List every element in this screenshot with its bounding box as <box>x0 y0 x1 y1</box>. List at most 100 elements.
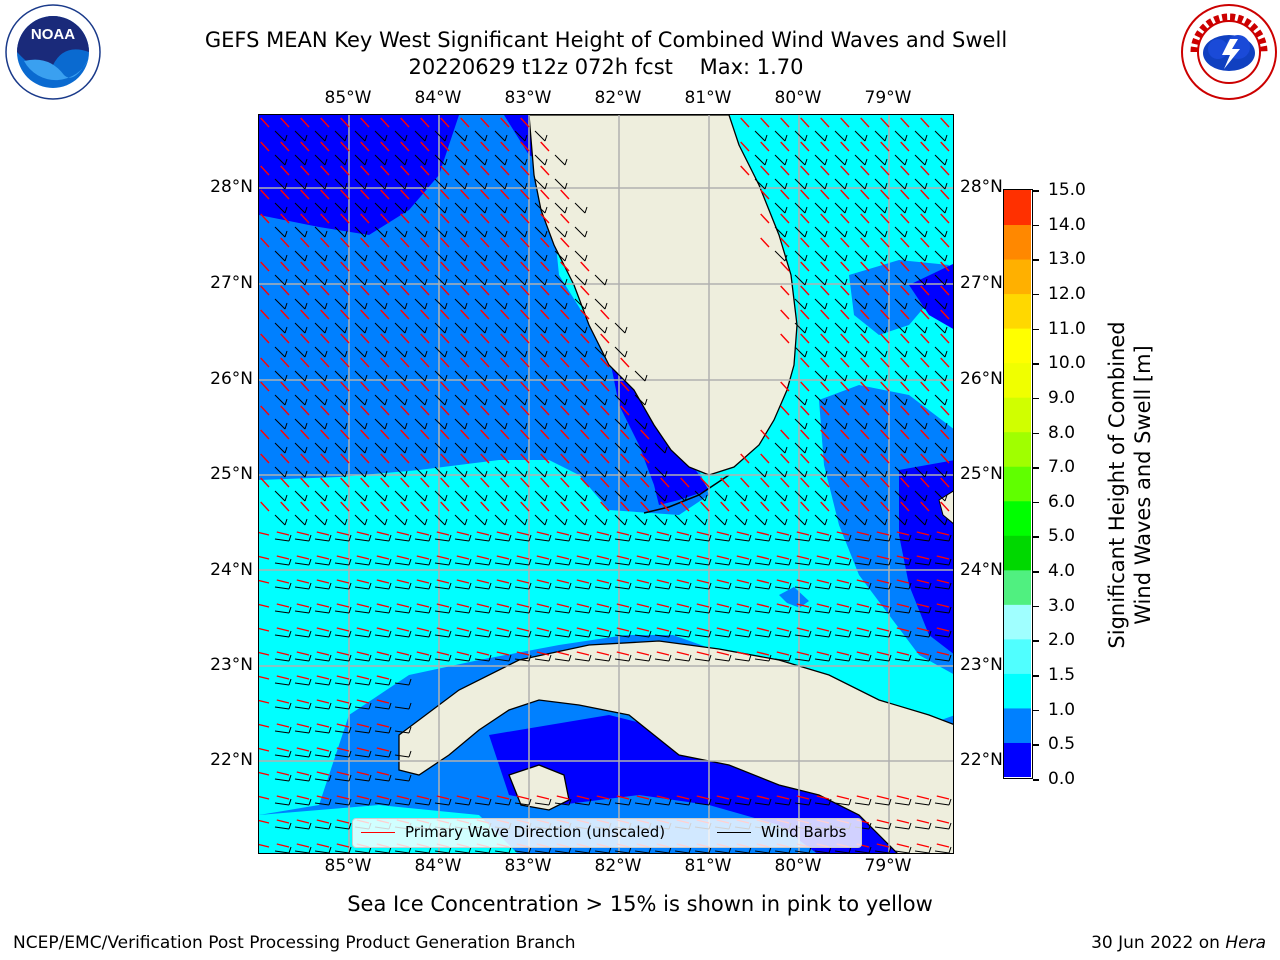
wind-barb <box>394 226 408 238</box>
wave-direction-arrow <box>276 843 290 848</box>
wind-barb <box>674 558 692 566</box>
wind-barb <box>274 726 292 734</box>
wind-barb <box>414 558 432 566</box>
wave-direction-arrow <box>440 381 450 392</box>
wave-direction-arrow <box>500 189 510 200</box>
wind-barb <box>534 130 548 142</box>
wave-direction-arrow <box>336 771 350 776</box>
wave-direction-arrow <box>376 531 390 536</box>
wind-barb <box>834 558 852 566</box>
wind-barb <box>454 466 468 478</box>
wave-direction-arrow <box>380 237 390 248</box>
wind-barb <box>374 846 392 853</box>
wave-direction-arrow <box>540 501 550 512</box>
wind-barb <box>294 370 308 382</box>
wave-direction-arrow <box>496 627 510 632</box>
wave-direction-arrow <box>900 477 910 488</box>
colorbar-tick-mark <box>1033 293 1039 296</box>
wave-direction-arrow <box>296 747 310 752</box>
wave-direction-arrow <box>880 429 890 440</box>
wind-barb <box>594 846 612 853</box>
wind-barb <box>914 178 928 190</box>
wind-barb <box>574 630 592 638</box>
wave-direction-arrow <box>876 579 890 584</box>
colorbar-tick-label: 8.0 <box>1048 422 1076 443</box>
wind-barb <box>734 606 752 614</box>
wave-direction-arrow <box>600 357 610 368</box>
wind-barb <box>794 226 808 238</box>
wind-barb <box>494 418 508 430</box>
wind-barb <box>374 274 388 286</box>
wind-barb <box>434 534 452 542</box>
wind-barb <box>934 274 948 286</box>
wind-barb <box>414 322 428 334</box>
wave-direction-arrow <box>396 651 410 656</box>
wave-direction-arrow <box>400 309 410 320</box>
wave-direction-arrow <box>456 555 470 560</box>
wind-barb <box>334 702 352 710</box>
wave-direction-arrow <box>280 357 290 368</box>
wind-barb <box>274 774 292 782</box>
wave-direction-arrow <box>500 381 510 392</box>
wind-barb <box>334 558 352 566</box>
wind-barb <box>294 822 312 830</box>
wave-direction-arrow <box>416 795 430 800</box>
wave-direction-arrow <box>776 531 790 536</box>
wind-barb <box>814 418 828 430</box>
wave-direction-arrow <box>816 651 830 656</box>
wave-direction-arrow <box>820 261 830 272</box>
wave-direction-arrow <box>596 651 610 656</box>
wave-direction-arrow <box>440 237 450 248</box>
wind-barb <box>574 534 592 542</box>
wind-barb <box>914 558 932 566</box>
wind-barb <box>474 442 488 454</box>
wind-barb <box>414 370 428 382</box>
wind-barb <box>894 322 908 334</box>
wind-barb <box>514 178 528 190</box>
plot-title-line2: 20220629 t12z 072h fcst Max: 1.70 <box>408 55 804 79</box>
wind-barb <box>754 466 768 478</box>
colorbar-tick-label: 11.0 <box>1048 318 1086 339</box>
wind-barb <box>514 654 532 662</box>
wave-direction-arrow <box>636 627 650 632</box>
wind-barb <box>834 322 848 334</box>
wind-barb <box>474 606 492 614</box>
wave-direction-arrow <box>260 333 270 344</box>
wind-barb <box>734 490 748 502</box>
wind-barb <box>394 702 412 710</box>
wave-direction-arrow <box>380 285 390 296</box>
wind-barb <box>334 298 348 310</box>
wave-direction-arrow <box>436 531 450 536</box>
wave-direction-arrow <box>556 603 570 608</box>
wave-direction-arrow <box>259 603 270 608</box>
wind-barb <box>314 678 332 686</box>
wind-barb <box>494 226 508 238</box>
wave-direction-arrow <box>259 843 270 848</box>
wind-barb <box>274 466 288 478</box>
wind-barb <box>514 154 528 166</box>
colorbar-tick-label: 0.0 <box>1048 769 1076 789</box>
wave-direction-arrow <box>436 795 450 800</box>
lon-tick-bottom: 80°W <box>774 856 822 876</box>
wind-barb <box>794 202 808 214</box>
wind-barb <box>454 394 468 406</box>
wave-direction-arrow <box>656 795 670 800</box>
wave-direction-arrow <box>856 579 870 584</box>
wave-direction-arrow <box>560 501 570 512</box>
wind-barb <box>574 370 588 382</box>
wave-direction-arrow <box>800 237 810 248</box>
wind-barb <box>774 558 792 566</box>
wind-barb <box>694 534 712 542</box>
wave-direction-arrow <box>496 795 510 800</box>
wave-direction-arrow <box>360 429 370 440</box>
wave-direction-arrow <box>300 285 310 296</box>
wind-barb <box>574 490 588 502</box>
wind-barb <box>814 394 828 406</box>
wind-barb <box>514 250 528 262</box>
wind-barb <box>874 226 888 238</box>
wave-direction-arrow <box>900 117 910 128</box>
wind-barb <box>534 298 548 310</box>
wind-barb <box>454 490 468 502</box>
wave-direction-arrow <box>560 429 570 440</box>
wave-direction-arrow <box>800 261 810 272</box>
